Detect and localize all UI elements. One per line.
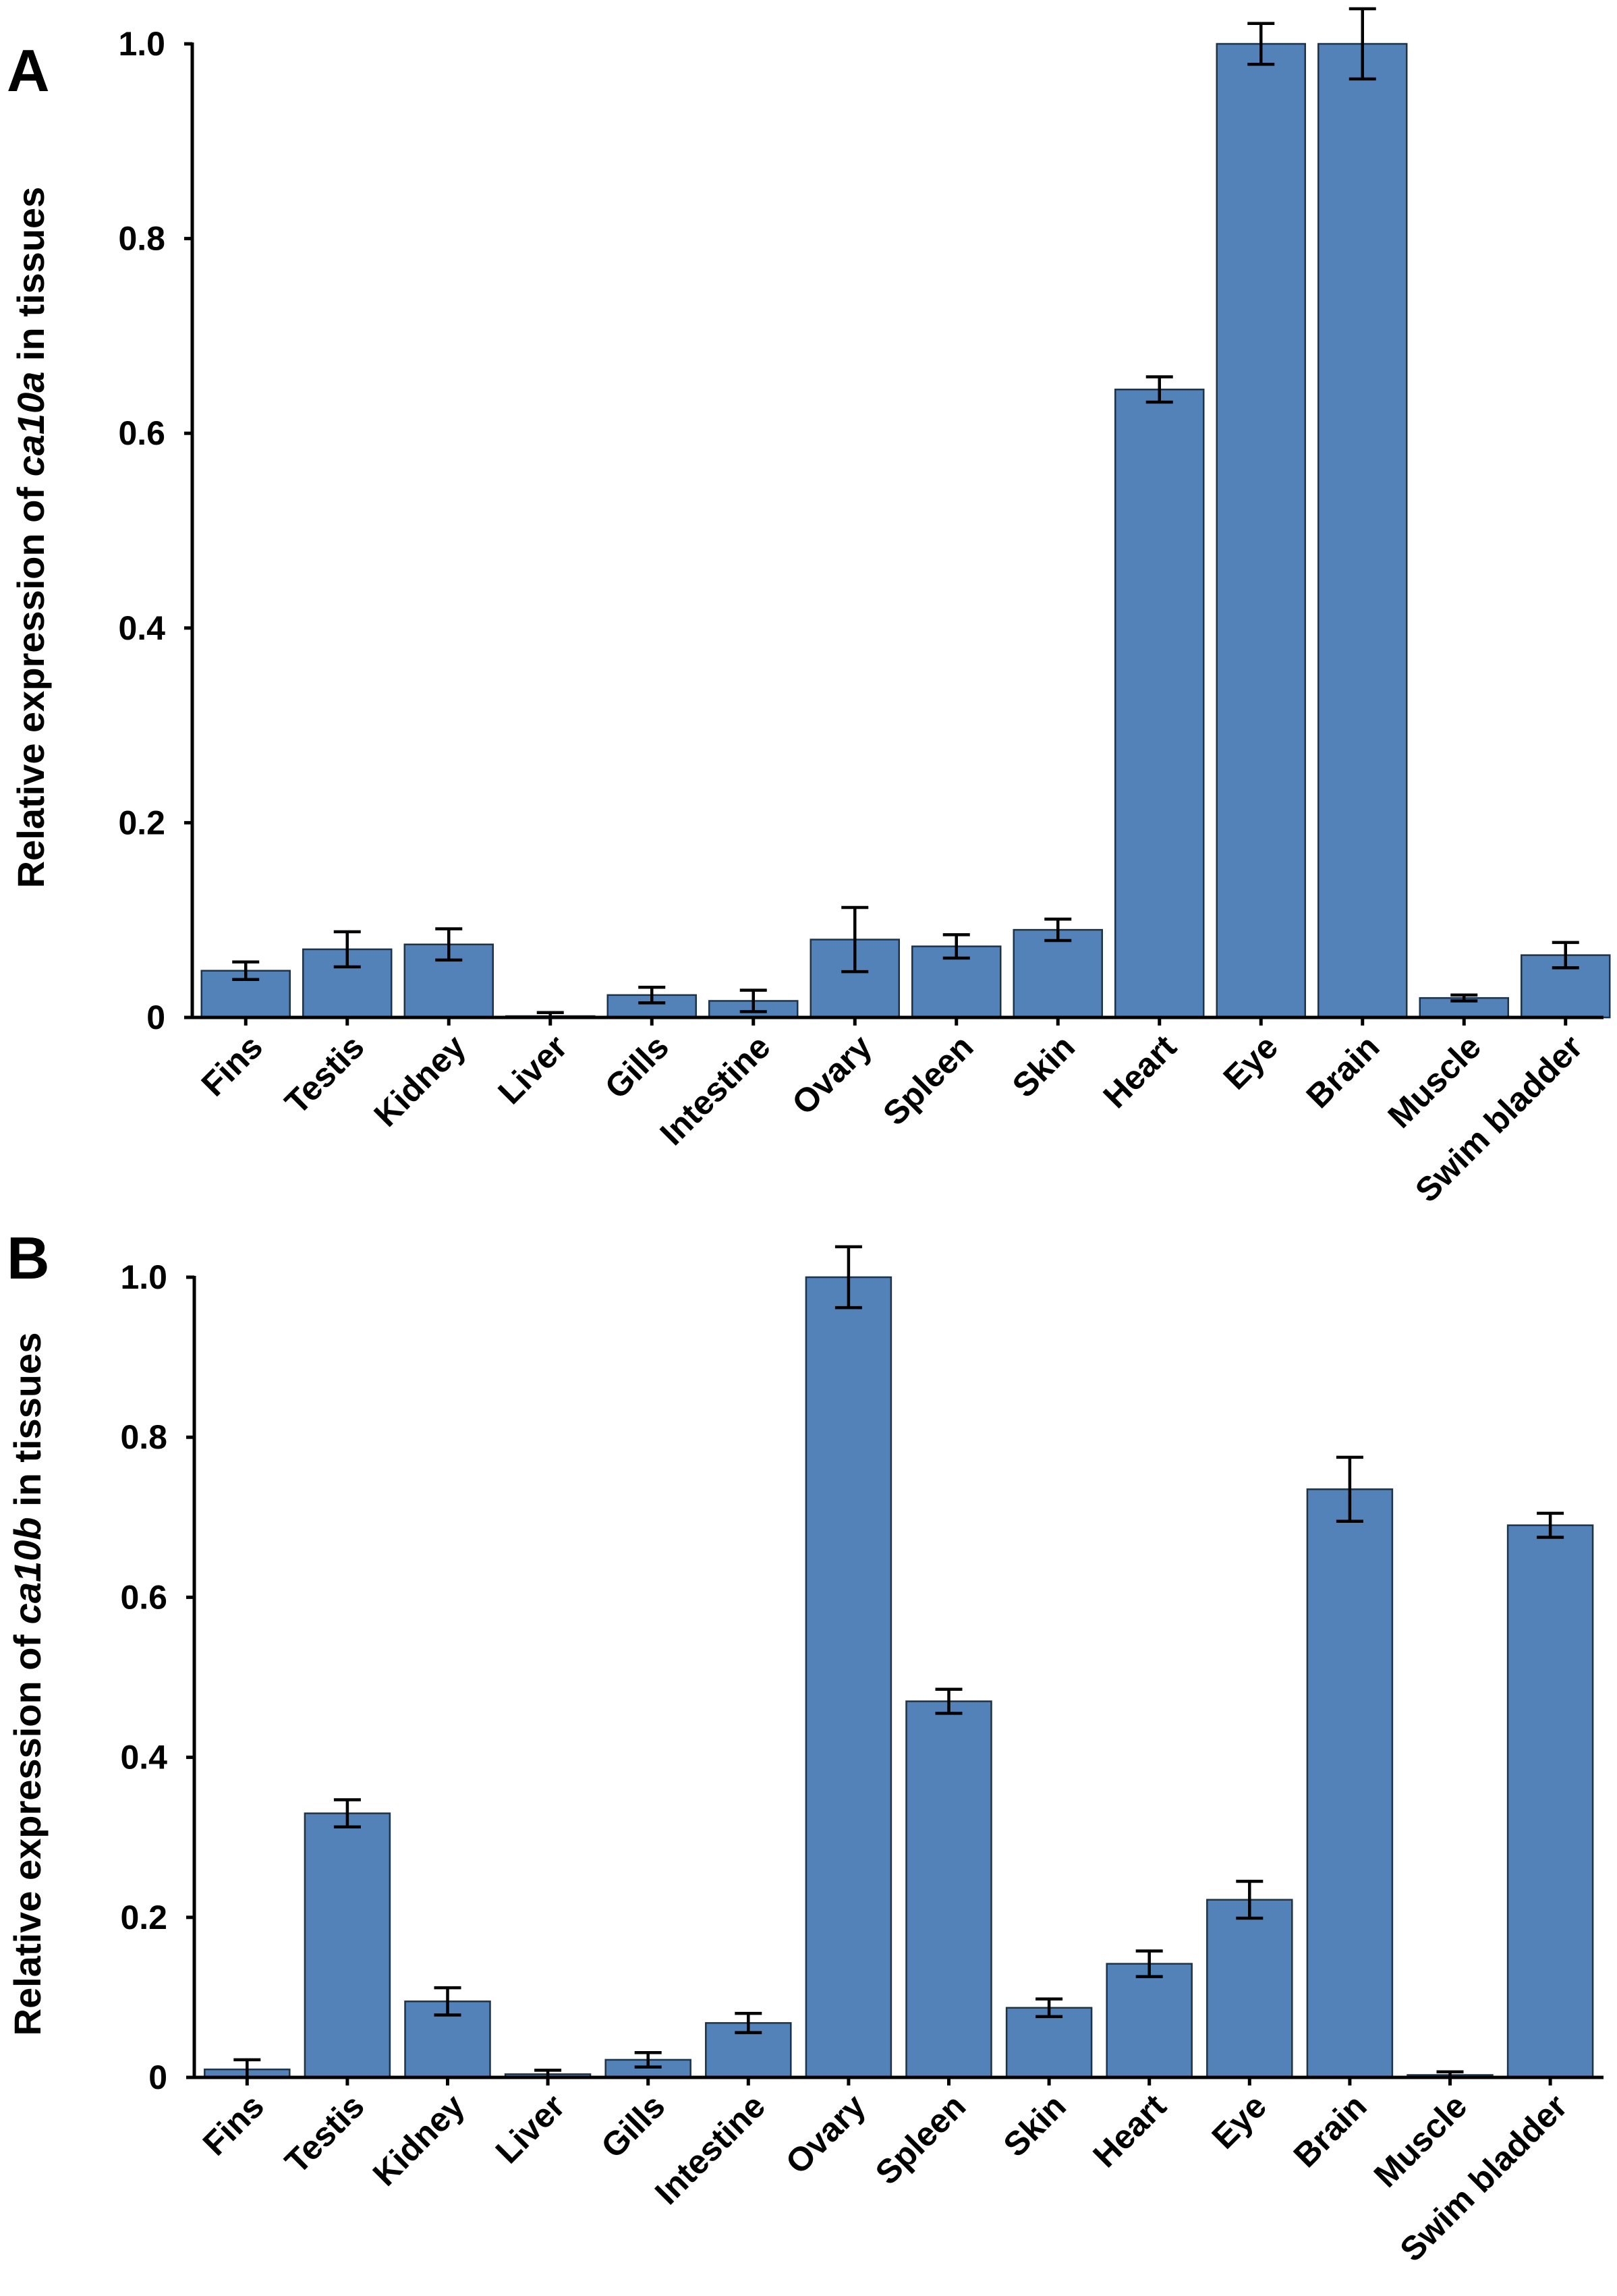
panel-b-bar-testis [304, 1812, 391, 2079]
panel-a-error-bar [841, 905, 869, 974]
panel-b-category-label: Brain [1286, 2087, 1374, 2175]
panel-a-y-tick-label: 0.6 [118, 414, 165, 452]
panel-a-error-bar [435, 927, 463, 962]
panel-b-chart: B Relative expression of ca10b in tissues… [6, 1225, 1604, 2269]
panel-b-bar-heart [1106, 1963, 1193, 2079]
panel-b-category-label: Eye [1205, 2087, 1274, 2156]
panel-a-bars [200, 7, 1611, 1019]
panel-b-y-tick-label: 0.2 [120, 1899, 167, 1936]
panel-a-category-label: Intestine [653, 1028, 778, 1152]
panel-a-category-label: Gills [598, 1028, 676, 1106]
panel-a-y-tick-label: 0.8 [118, 220, 165, 258]
panel-b-bar-eye [1206, 1899, 1293, 2079]
panel-a-category-label: Heart [1096, 1028, 1184, 1115]
panel-a-bar-heart [1114, 389, 1205, 1019]
panel-a-label: A [7, 37, 50, 104]
panel-a-chart: A Relative expression of ca10a in tissues… [7, 7, 1611, 1210]
panel-a-y-axis-label-part: Relative expression of [9, 476, 52, 888]
panel-b-bar-brain [1306, 1488, 1394, 2079]
panel-b-category-label: Spleen [868, 2087, 973, 2192]
panel-a-category-label: Testis [277, 1028, 371, 1121]
panel-b-error-bar [1336, 1455, 1363, 1523]
panel-a-category-label: Eye [1216, 1028, 1286, 1097]
panel-b-bars [204, 1245, 1594, 2079]
panel-a-category-label: Liver [490, 1028, 574, 1111]
panel-a-error-bar [333, 930, 361, 969]
panel-b-bar-swim-bladder [1506, 1524, 1594, 2079]
panel-b-y-axis-label-part: in tissues [6, 1333, 49, 1517]
panel-b-category-label: Skin [996, 2087, 1073, 2164]
panel-b-error-bar [834, 1245, 862, 1310]
panel-a-error-bar [232, 960, 260, 981]
panel-a-bar-skin [1013, 928, 1103, 1019]
panel-a-y-tick-label: 0.4 [118, 609, 165, 647]
panel-a-error-bar [1349, 7, 1376, 81]
panel-a-category-label: Kidney [367, 1028, 474, 1134]
panel-b-category-label: Ovary [778, 2087, 873, 2181]
panel-a-error-bar [1552, 941, 1579, 970]
panel-b-category-label: Intestine [648, 2087, 772, 2212]
panel-b-category-label: Gills [594, 2087, 672, 2165]
panel-b-error-bar [333, 1798, 361, 1829]
panel-b-error-bar [434, 1986, 461, 2017]
panel-b-category-label: Kidney [366, 2087, 472, 2193]
panel-b-category-label: Heart [1085, 2087, 1173, 2175]
panel-b-bar-spleen [905, 1700, 992, 2079]
panel-a-error-bar [1044, 918, 1072, 943]
panel-b-error-bar [1537, 1511, 1564, 1539]
panel-a-category-label: Skin [1005, 1028, 1082, 1104]
panel-b-y-axis-label-part: Relative expression of [6, 1624, 49, 2036]
panel-a-y-axis-label: Relative expression of ca10a in tissues [9, 187, 52, 889]
panel-b-bar-skin [1005, 2007, 1093, 2079]
panel-b-error-bar [634, 2050, 662, 2069]
panel-a-error-bar [1450, 993, 1478, 1003]
panel-a-y-axis-label-part: in tissues [9, 187, 52, 372]
panel-b-y-axis-label-part: ca10b [6, 1517, 49, 1625]
panel-a-y-tick-label: 1.0 [118, 25, 165, 63]
panel-a-bar-brain [1317, 43, 1408, 1019]
panel-a-y-tick-label: 0.2 [118, 804, 165, 841]
panel-a-error-bar [942, 933, 970, 960]
panel-a-category-label: Spleen [876, 1028, 981, 1133]
panel-b-category-label: Fins [196, 2087, 271, 2162]
panel-b-y-tick-label: 0 [148, 2059, 167, 2096]
panel-b-error-bar [935, 1687, 963, 1715]
panel-a-y-tick-label: 0 [146, 999, 165, 1036]
panel-a-bar-eye [1216, 43, 1306, 1019]
panel-a-category-label: Brain [1299, 1028, 1387, 1115]
panel-b-y-tick-label: 0.6 [120, 1578, 167, 1616]
panel-b-error-bar [735, 2011, 762, 2034]
panel-b-y-tick-label: 0.8 [120, 1418, 167, 1456]
panel-b-category-label: Testis [278, 2087, 372, 2181]
panel-b-error-bar [1135, 1949, 1163, 1978]
panel-a-error-bar [1145, 375, 1173, 404]
panel-b-bar-ovary [805, 1276, 892, 2079]
panel-b-error-bar [1036, 1997, 1063, 2019]
panel-a-category-label: Ovary [785, 1028, 879, 1122]
panel-b-y-tick-label: 0.4 [120, 1739, 167, 1776]
panel-a-error-bar [739, 988, 767, 1013]
panel-a-error-bar [1247, 22, 1275, 66]
panel-a-y-axis-label-part: ca10a [9, 372, 52, 477]
panel-a-category-label: Fins [194, 1028, 270, 1103]
panel-b-category-label: Liver [488, 2087, 572, 2171]
panel-b-y-tick-label: 1.0 [120, 1258, 167, 1296]
panel-b-error-bar [1236, 1880, 1264, 1920]
panel-b-y-axis-label: Relative expression of ca10b in tissues [6, 1333, 49, 2036]
panel-a-error-bar [638, 986, 666, 1005]
panel-b-label: B [7, 1225, 50, 1291]
